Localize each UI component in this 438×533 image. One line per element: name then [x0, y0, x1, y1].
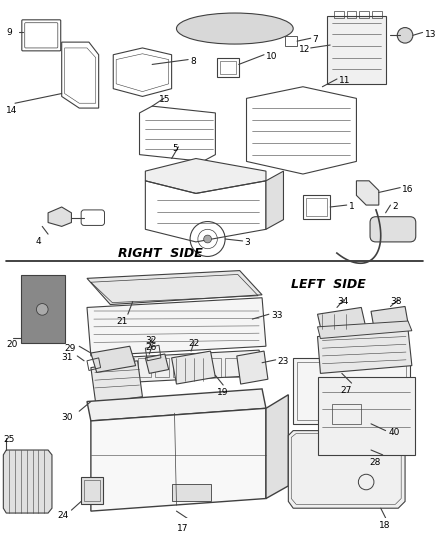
Bar: [347, 11, 357, 18]
Text: 34: 34: [337, 297, 348, 306]
Bar: [359, 11, 369, 18]
Polygon shape: [91, 346, 136, 373]
Text: 33: 33: [271, 311, 283, 320]
Polygon shape: [357, 181, 379, 205]
Bar: [173, 358, 186, 377]
Bar: [334, 11, 344, 18]
Polygon shape: [318, 329, 412, 374]
Text: 28: 28: [369, 458, 381, 467]
Bar: [220, 61, 236, 74]
Polygon shape: [91, 361, 142, 403]
Text: 13: 13: [424, 30, 436, 39]
Polygon shape: [145, 158, 266, 193]
Text: 18: 18: [379, 521, 390, 530]
Text: 40: 40: [389, 427, 400, 437]
Polygon shape: [91, 408, 266, 511]
Polygon shape: [266, 395, 288, 498]
Bar: [286, 36, 297, 46]
Text: 10: 10: [266, 52, 277, 61]
Polygon shape: [172, 351, 215, 384]
Text: RIGHT  SIDE: RIGHT SIDE: [118, 247, 203, 260]
Text: 12: 12: [299, 45, 311, 54]
Bar: [332, 405, 361, 424]
Polygon shape: [293, 358, 410, 424]
Polygon shape: [4, 450, 52, 513]
Text: 20: 20: [6, 341, 18, 350]
Text: 7: 7: [313, 35, 318, 44]
Circle shape: [36, 304, 48, 315]
Text: 11: 11: [339, 76, 350, 85]
Polygon shape: [318, 321, 412, 338]
Bar: [190, 358, 204, 377]
Text: 1: 1: [349, 202, 354, 211]
Text: 21: 21: [116, 317, 127, 326]
Bar: [372, 11, 382, 18]
Text: 17: 17: [177, 524, 188, 532]
Text: 27: 27: [340, 386, 351, 395]
Bar: [225, 358, 239, 377]
Ellipse shape: [177, 13, 293, 44]
Polygon shape: [48, 207, 71, 227]
Text: 14: 14: [6, 106, 18, 115]
Circle shape: [397, 28, 413, 43]
Bar: [208, 358, 221, 377]
Polygon shape: [113, 350, 262, 383]
Bar: [297, 362, 406, 420]
Polygon shape: [145, 354, 169, 374]
Text: 26: 26: [145, 343, 157, 352]
Bar: [318, 377, 415, 455]
Bar: [306, 198, 327, 216]
Polygon shape: [266, 171, 283, 229]
Polygon shape: [87, 389, 266, 421]
Text: 29: 29: [65, 344, 76, 353]
Polygon shape: [87, 298, 266, 356]
Text: 32: 32: [145, 336, 157, 344]
FancyBboxPatch shape: [370, 217, 416, 242]
Text: 38: 38: [390, 297, 402, 306]
Text: 5: 5: [173, 144, 178, 153]
Polygon shape: [288, 431, 405, 508]
Text: 22: 22: [188, 340, 199, 349]
Bar: [172, 484, 211, 502]
Circle shape: [204, 235, 212, 243]
Bar: [217, 58, 239, 77]
Text: 2: 2: [392, 202, 398, 211]
Polygon shape: [371, 306, 408, 328]
Bar: [138, 358, 151, 377]
Polygon shape: [237, 351, 268, 384]
Text: 19: 19: [217, 388, 229, 397]
Polygon shape: [87, 271, 262, 304]
Text: 24: 24: [58, 511, 69, 520]
Bar: [243, 358, 256, 377]
Bar: [155, 358, 169, 377]
Text: 4: 4: [35, 237, 41, 246]
Polygon shape: [318, 308, 366, 336]
Text: 9: 9: [6, 28, 12, 37]
Bar: [81, 477, 102, 504]
Bar: [303, 196, 330, 219]
Polygon shape: [327, 16, 385, 84]
Text: 15: 15: [159, 95, 170, 104]
Text: 30: 30: [62, 413, 73, 422]
Text: 16: 16: [402, 185, 413, 193]
Text: 23: 23: [278, 357, 289, 366]
Text: 31: 31: [62, 353, 73, 362]
Text: LEFT  SIDE: LEFT SIDE: [291, 278, 366, 292]
Bar: [120, 358, 134, 377]
Bar: [84, 480, 99, 502]
Text: 8: 8: [190, 56, 196, 66]
Text: 25: 25: [4, 435, 15, 445]
Text: 3: 3: [244, 238, 250, 247]
Bar: [21, 276, 65, 343]
